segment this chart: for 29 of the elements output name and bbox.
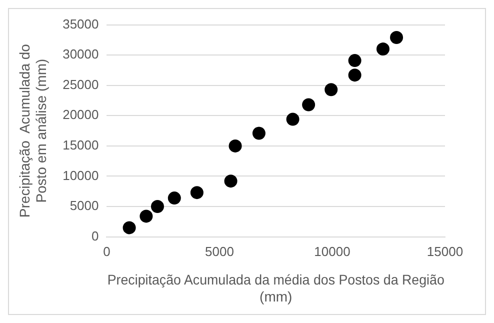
point [228,139,242,152]
y-tick-label: 35000 [62,16,99,32]
point [140,210,153,223]
point [286,112,300,126]
x-tick-label: 0 [103,244,110,260]
point [302,98,316,112]
point [122,221,136,234]
point [376,42,390,56]
y-tick-label: 25000 [62,76,99,92]
y-tick-label: 10000 [62,168,99,183]
x-tick-label: 5000 [205,244,234,260]
point [190,186,204,200]
y-tick-label: 0 [92,228,99,244]
point [348,54,362,68]
y-tick-label: 5000 [70,198,99,214]
point [224,174,238,188]
point [348,68,362,82]
y-tick-label: 30000 [62,46,99,62]
y-tick-label: 20000 [62,107,99,122]
y-axis-title: Precipitação Acumulada do Posto em análise (mm) [16,44,50,218]
x-tick-label: 15000 [426,244,464,260]
point [390,31,404,44]
y-tick-label: 15000 [62,138,99,153]
point [252,126,266,140]
point [168,192,181,205]
point [324,83,338,96]
point [150,200,164,214]
x-axis-title: Precipitação Acumulada da média dos Postos da Região (mm) [107,272,445,304]
x-tick-label: 10000 [314,244,350,260]
